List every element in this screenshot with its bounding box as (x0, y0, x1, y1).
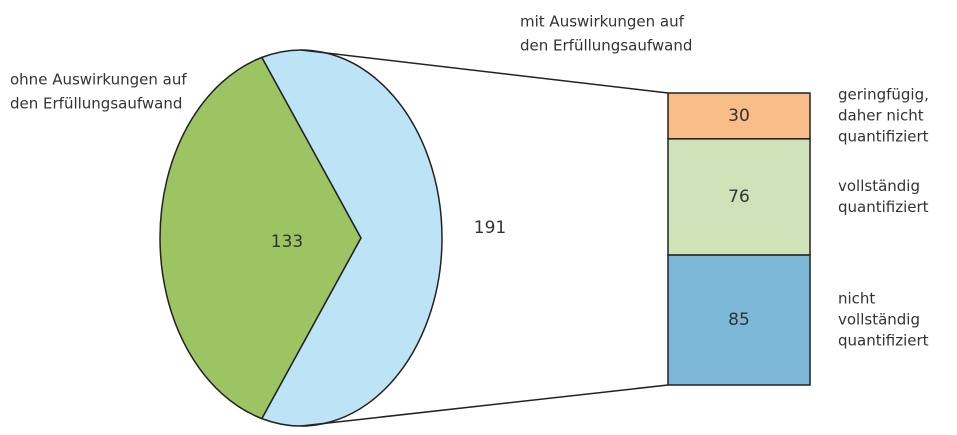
bar-label: daher nicht (838, 106, 924, 124)
connector (300, 49, 669, 94)
bar-label: vollständig (838, 311, 920, 329)
pie-label: ohne Auswirkungen auf (10, 71, 187, 89)
bar-segment (667, 138, 811, 256)
value-label: 30 (728, 106, 750, 126)
pie-label: den Erfüllungsaufwand (520, 37, 692, 55)
bar-label: quantifiziert (838, 198, 929, 216)
bar-segment (667, 92, 811, 140)
bar-label: vollständig (838, 177, 920, 195)
bar-segment (667, 254, 811, 386)
pie-slice (260, 49, 443, 427)
value-label: 76 (728, 187, 750, 207)
value-label: 85 (728, 310, 750, 330)
bar-label: geringfügig, (838, 85, 929, 103)
value-label: 191 (474, 218, 506, 238)
bar-label: quantifiziert (838, 127, 929, 145)
bar-label: quantifiziert (838, 332, 929, 350)
pie-label: den Erfüllungsaufwand (10, 95, 182, 113)
pie-label: mit Auswirkungen auf (520, 13, 685, 31)
value-label: 133 (271, 232, 303, 252)
bar-label: nicht (838, 290, 875, 308)
connector (300, 384, 669, 427)
